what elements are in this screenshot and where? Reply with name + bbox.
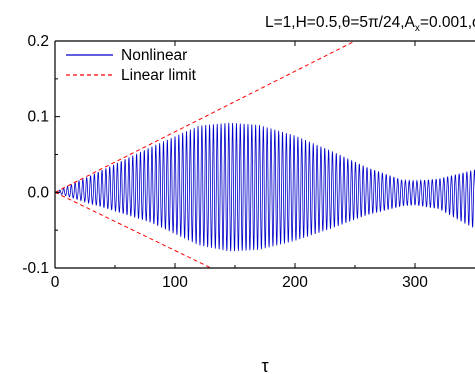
series-linear-limit-upper <box>55 41 356 193</box>
ticks: 0 100 200 300 -0.1 0.0 0.1 0.2 <box>22 33 428 291</box>
y-tick-label: 0.1 <box>27 109 49 126</box>
legend: Nonlinear Linear limit <box>66 47 197 84</box>
series-nonlinear-line <box>55 122 475 252</box>
x-tick-label: 200 <box>282 274 308 291</box>
chart-title: L=1,H=0.5,θ=5π/24,Ax=0.001,ωx=ω10 <box>265 14 475 34</box>
x-tick-label: 300 <box>402 274 428 291</box>
legend-label-nonlinear: Nonlinear <box>121 47 187 64</box>
legend-label-linear-limit: Linear limit <box>121 67 197 84</box>
series-linear-limit-lower <box>55 191 212 268</box>
y-tick-label: 0.0 <box>27 184 49 201</box>
y-tick-label: -0.1 <box>22 260 49 277</box>
x-axis-label: τ <box>261 356 268 374</box>
x-tick-label: 0 <box>51 274 60 291</box>
title-mid: =0.001,ω <box>420 14 475 31</box>
title-main: L=1,H=0.5,θ=5π/24,A <box>265 14 416 31</box>
plot-area <box>55 41 475 268</box>
y-tick-label: 0.2 <box>27 33 49 50</box>
title-sub-1: x <box>415 23 420 34</box>
x-tick-label: 100 <box>162 274 188 291</box>
